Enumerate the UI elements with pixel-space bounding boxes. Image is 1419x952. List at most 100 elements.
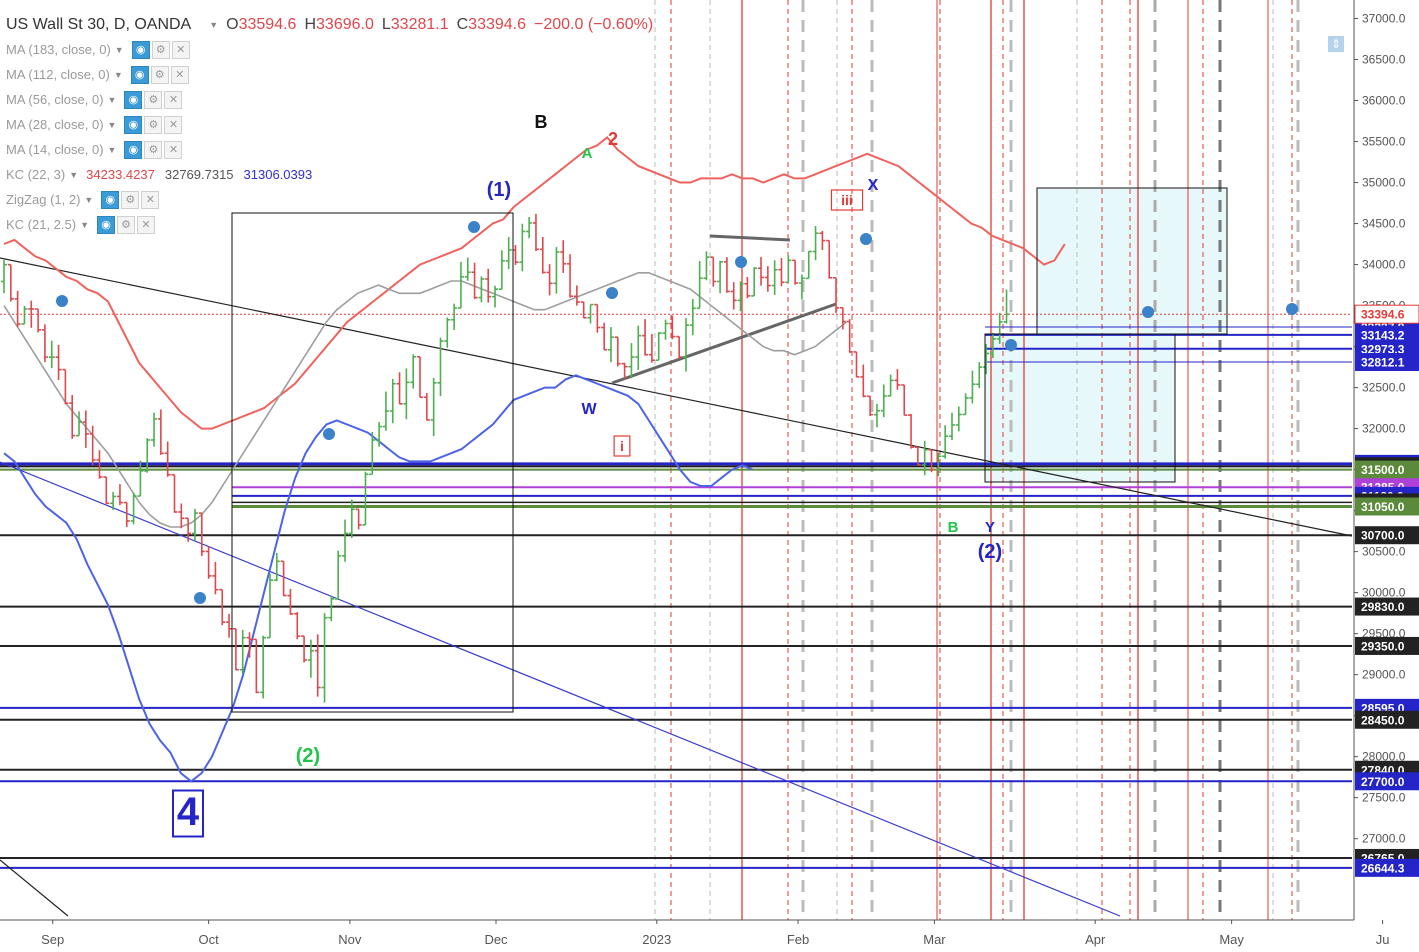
chevron-down-icon[interactable]: ▼ [107, 144, 117, 155]
indicator-label[interactable]: KC (22, 3) [6, 167, 66, 182]
x-tick-label: May [1219, 932, 1244, 947]
close-icon[interactable]: ✕ [164, 140, 183, 159]
close-icon[interactable]: ✕ [170, 65, 189, 84]
level-price-tag [1355, 526, 1419, 545]
price-bar [103, 476, 110, 505]
price-bar [744, 276, 751, 299]
chevron-down-icon[interactable]: ▼ [84, 194, 94, 205]
wave-label: 2 [608, 129, 618, 149]
indicator-label[interactable]: KC (21, 2.5) [6, 217, 77, 232]
y-tick-label: 35000.0 [1362, 176, 1406, 190]
price-bar [614, 336, 621, 367]
eye-icon[interactable]: ◉ [131, 40, 150, 59]
indicator-label[interactable]: MA (56, close, 0) [6, 92, 104, 107]
price-bar [492, 285, 499, 308]
price-bar [471, 262, 478, 299]
zigzag-point [1142, 306, 1154, 318]
close-icon[interactable]: ✕ [141, 190, 160, 209]
eye-icon[interactable]: ◉ [124, 115, 143, 134]
kc-upper-value: 34233.4237 [86, 167, 155, 182]
indicator-row-ma28[interactable]: MA (28, close, 0) ▼ ◉ ⚙ ✕ [6, 112, 653, 137]
gear-icon[interactable]: ⚙ [151, 40, 170, 59]
scale-icon[interactable]: ⇕ [1328, 36, 1344, 52]
trend-line [0, 859, 69, 917]
price-bar [55, 344, 62, 381]
price-bar [635, 325, 642, 370]
eye-icon[interactable]: ◉ [130, 65, 149, 84]
y-tick-label: 30000.0 [1362, 586, 1406, 600]
price-bar [62, 368, 69, 405]
gear-icon[interactable]: ⚙ [144, 140, 163, 159]
indicator-row-zigzag[interactable]: ZigZag (1, 2) ▼ ◉ ⚙ ✕ [6, 187, 653, 212]
indicator-label[interactable]: MA (183, close, 0) [6, 42, 111, 57]
indicator-row-ma183[interactable]: MA (183, close, 0) ▼ ◉ ⚙ ✕ [6, 37, 653, 62]
price-bar [260, 635, 267, 699]
chevron-down-icon[interactable]: ▼ [114, 44, 124, 55]
close-icon[interactable]: ✕ [171, 40, 190, 59]
price-bar [662, 319, 669, 340]
wave-label: (2) [296, 745, 320, 767]
low-value: L33281.1 [382, 16, 449, 34]
indicator-row-ma112[interactable]: MA (112, close, 0) ▼ ◉ ⚙ ✕ [6, 62, 653, 87]
chevron-down-icon[interactable]: ▼ [107, 119, 117, 130]
time-axis [0, 920, 1419, 952]
price-bar [880, 384, 887, 418]
y-tick-label: 35500.0 [1362, 135, 1406, 149]
indicator-row-ma14[interactable]: MA (14, close, 0) ▼ ◉ ⚙ ✕ [6, 137, 653, 162]
price-bar [116, 484, 123, 506]
indicator-row-kc22[interactable]: KC (22, 3) ▼ 34233.4237 32769.7315 31306… [6, 162, 653, 187]
x-tick-label: Dec [484, 932, 508, 947]
price-bar [239, 629, 246, 675]
price-bar [7, 263, 14, 302]
y-tick-label: 32500.0 [1362, 381, 1406, 395]
trend-line [709, 234, 791, 242]
price-bar [580, 301, 587, 319]
zigzag-point [194, 592, 206, 604]
indicator-label[interactable]: MA (14, close, 0) [6, 142, 104, 157]
close-icon[interactable]: ✕ [137, 215, 156, 234]
eye-icon[interactable]: ◉ [97, 215, 116, 234]
price-bar [171, 473, 178, 513]
price-bar [989, 332, 996, 359]
indicator-label[interactable]: MA (28, close, 0) [6, 117, 104, 132]
close-icon[interactable]: ✕ [164, 90, 183, 109]
price-bar [669, 315, 676, 340]
chevron-down-icon[interactable]: ▼ [209, 19, 219, 30]
price-bar [314, 634, 321, 697]
indicator-row-ma56[interactable]: MA (56, close, 0) ▼ ◉ ⚙ ✕ [6, 87, 653, 112]
wave-label: i [620, 438, 624, 454]
level-price-label: 26644.3 [1361, 861, 1405, 875]
gear-icon[interactable]: ⚙ [150, 65, 169, 84]
high-label: H [304, 15, 317, 33]
gear-icon[interactable]: ⚙ [121, 190, 140, 209]
eye-icon[interactable]: ◉ [124, 90, 143, 109]
indicator-label[interactable]: ZigZag (1, 2) [6, 192, 81, 207]
price-bar [307, 639, 314, 678]
eye-icon[interactable]: ◉ [124, 140, 143, 159]
chevron-down-icon[interactable]: ▼ [80, 219, 90, 230]
indicator-row-kc21[interactable]: KC (21, 2.5) ▼ ◉ ⚙ ✕ [6, 212, 653, 237]
y-tick-label: 34500.0 [1362, 217, 1406, 231]
gear-icon[interactable]: ⚙ [144, 115, 163, 134]
chevron-down-icon[interactable]: ▼ [107, 94, 117, 105]
price-bar [703, 251, 710, 281]
x-tick-label: Ju [1376, 932, 1390, 947]
symbol-title[interactable]: US Wall St 30, D, OANDA [6, 15, 192, 33]
y-tick-label: 32000.0 [1362, 422, 1406, 436]
eye-icon[interactable]: ◉ [101, 190, 120, 209]
price-bar [607, 327, 614, 363]
chevron-down-icon[interactable]: ▼ [113, 69, 123, 80]
price-bar [839, 306, 846, 330]
price-bar [451, 303, 458, 331]
x-tick-label: Feb [787, 932, 809, 947]
price-bar [798, 274, 805, 300]
gear-icon[interactable]: ⚙ [144, 90, 163, 109]
keltner-middle-band [3, 271, 847, 528]
y-tick-label: 36000.0 [1362, 94, 1406, 108]
close-icon[interactable]: ✕ [164, 115, 183, 134]
indicator-label[interactable]: MA (112, close, 0) [6, 67, 110, 82]
gear-icon[interactable]: ⚙ [117, 215, 136, 234]
chevron-down-icon[interactable]: ▼ [69, 169, 79, 180]
y-tick-label: 36500.0 [1362, 53, 1406, 67]
